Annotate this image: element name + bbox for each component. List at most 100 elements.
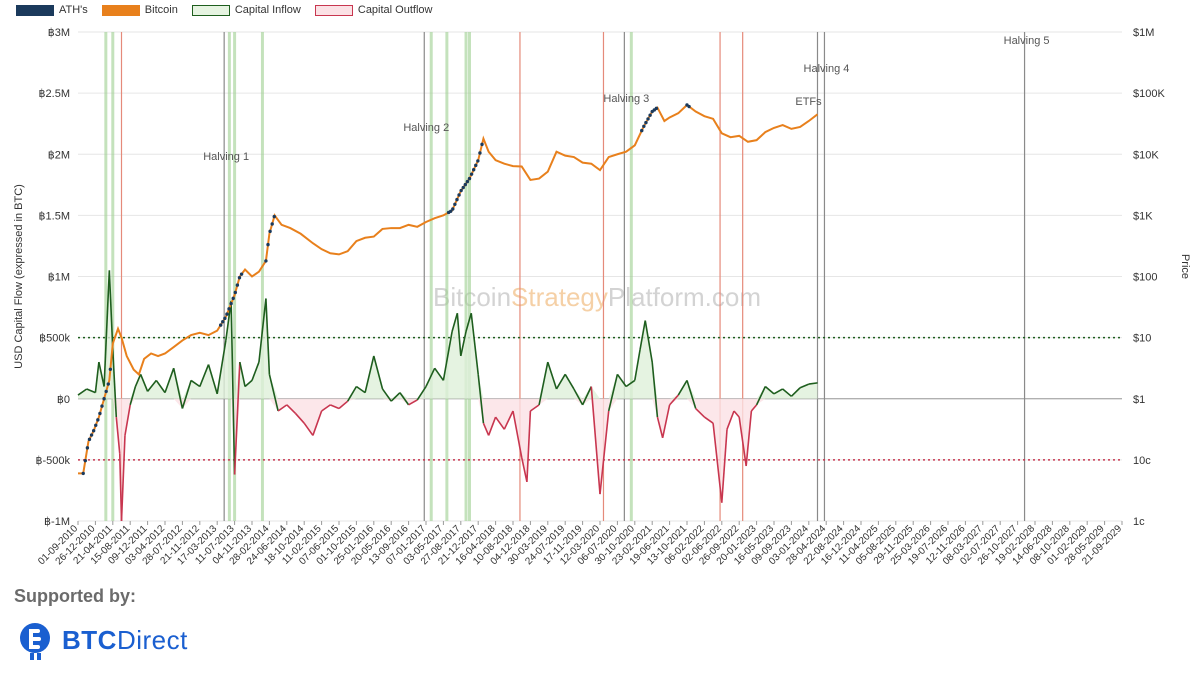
left-tick-label: ฿1M — [48, 272, 70, 284]
capital-flow-segment — [230, 300, 236, 475]
legend-item-ath[interactable]: ATH's — [16, 4, 88, 16]
ath-marker — [480, 142, 484, 147]
capital-flow-segment — [86, 388, 96, 394]
ath-marker — [465, 179, 470, 184]
legend-swatch-capital-outflow — [314, 4, 353, 16]
capital-flow-segment — [799, 383, 810, 389]
legend-item-capital-inflow[interactable]: Capital Inflow — [191, 4, 301, 16]
capital-flow-segment — [677, 380, 688, 396]
capital-flow-segment — [390, 392, 401, 402]
capital-flow-chart: ฿3M $1M ฿2.5M $100K ฿2M $10K ฿1.5M $1K ฿1M $100 ฿5… — [13, 27, 1191, 567]
capital-flow-segment — [520, 457, 528, 483]
capital-flow-segment — [669, 394, 679, 406]
ath-marker — [476, 159, 480, 163]
capital-flow-segment — [634, 349, 641, 381]
capital-flow-segment — [303, 422, 314, 436]
annotation-label: Halving 4 — [804, 63, 850, 75]
left-tick-label: ฿0 — [57, 394, 70, 406]
capital-flow-segment — [738, 416, 747, 467]
ath-marker — [227, 307, 231, 311]
ath-marker — [223, 316, 227, 321]
capital-flow-segment — [494, 416, 505, 430]
ath-marker — [225, 312, 229, 316]
right-axis-title: Price — [1179, 254, 1191, 279]
capital-flow-segment — [644, 320, 653, 363]
right-tick-label: $1K — [1133, 210, 1153, 222]
ath-marker — [237, 276, 242, 280]
ath-marker — [98, 411, 102, 416]
capital-flow-segment — [108, 270, 114, 350]
capital-flow-segment — [265, 298, 271, 375]
ath-marker — [266, 242, 270, 247]
btcdirect-wordmark-part1: BTC — [62, 624, 117, 655]
legend-swatch-capital-inflow — [191, 4, 230, 16]
capital-flow-segment — [538, 361, 549, 406]
capital-flow-segment — [181, 380, 192, 409]
ath-marker — [89, 433, 94, 437]
ath-marker — [644, 120, 648, 125]
capital-flow-segment — [112, 349, 118, 418]
supported-by-label: Supported by: — [14, 586, 136, 606]
ath-marker — [102, 397, 106, 401]
capital-flow-segment — [661, 404, 671, 439]
capital-flow-segment — [616, 373, 627, 387]
btcdirect-coin-icon — [20, 623, 50, 660]
capital-flow-segment — [808, 382, 818, 385]
capital-flow-segment — [268, 374, 279, 412]
capital-flow-segment — [526, 410, 532, 482]
capital-flow-segment — [477, 374, 485, 424]
ath-marker — [654, 106, 659, 111]
capital-flow-segment — [487, 416, 497, 436]
legend: ATH's Bitcoin Capital Inflow Capital Out… — [16, 4, 432, 16]
btcdirect-wordmark-part2: Direct — [116, 624, 188, 655]
capital-flow-segment — [239, 361, 246, 387]
ath-marker — [453, 202, 457, 207]
btcdirect-logo[interactable]: BTCDirect — [18, 618, 188, 662]
right-tick-label: $1 — [1133, 394, 1145, 406]
capital-flow-segment — [155, 379, 166, 394]
ath-marker — [108, 367, 113, 372]
capital-flow-segment — [434, 367, 445, 381]
left-tick-label: ฿2M — [48, 149, 70, 161]
capital-flow-segment — [529, 404, 540, 412]
capital-flow-segment — [764, 385, 775, 395]
capital-flow-segment — [94, 361, 100, 393]
capital-flow-segment — [651, 361, 659, 418]
capital-flow-segment — [355, 385, 366, 394]
ath-marker — [640, 128, 644, 133]
capital-flow-segment — [773, 388, 784, 395]
legend-item-bitcoin[interactable]: Bitcoin — [101, 4, 178, 16]
left-tick-label: ฿-500k — [35, 455, 70, 467]
ath-marker — [104, 389, 108, 394]
ath-marker — [87, 437, 92, 442]
capital-flow-segment — [733, 410, 740, 418]
legend-swatch-bitcoin — [101, 4, 140, 16]
legend-label-capital-outflow: Capital Outflow — [357, 4, 433, 16]
capital-flow-segment — [573, 388, 584, 406]
capital-flow-segment — [286, 404, 297, 414]
capital-flow-segment — [120, 435, 126, 522]
ath-marker — [474, 163, 478, 168]
ath-marker — [218, 323, 223, 327]
capital-flow-segment — [656, 416, 664, 439]
capital-flow-segment — [590, 386, 601, 495]
capital-flow-segment — [103, 270, 111, 387]
left-tick-label: ฿-1M — [44, 516, 70, 528]
watermark-part: Bitcoin — [433, 282, 511, 312]
watermark: BitcoinStrategyPlatform.com — [433, 282, 761, 312]
annotation-label: Halving 1 — [203, 151, 249, 163]
capital-flow-segment — [233, 362, 241, 475]
capital-flow-segment — [373, 355, 384, 390]
capital-flow-segment — [512, 410, 523, 458]
ath-marker — [648, 113, 652, 117]
right-tick-label: $10 — [1133, 333, 1151, 345]
right-tick-label: 1c — [1133, 516, 1145, 528]
footer: Supported by: BTCDirect — [14, 586, 187, 660]
capital-flow-segment — [199, 364, 210, 387]
right-tick-label: $10K — [1133, 149, 1159, 161]
legend-item-capital-outflow[interactable]: Capital Outflow — [314, 4, 433, 16]
ath-marker — [239, 272, 244, 276]
capital-flow-segment — [599, 410, 610, 495]
ath-marker — [457, 193, 461, 197]
capital-flow-segment — [755, 386, 767, 406]
